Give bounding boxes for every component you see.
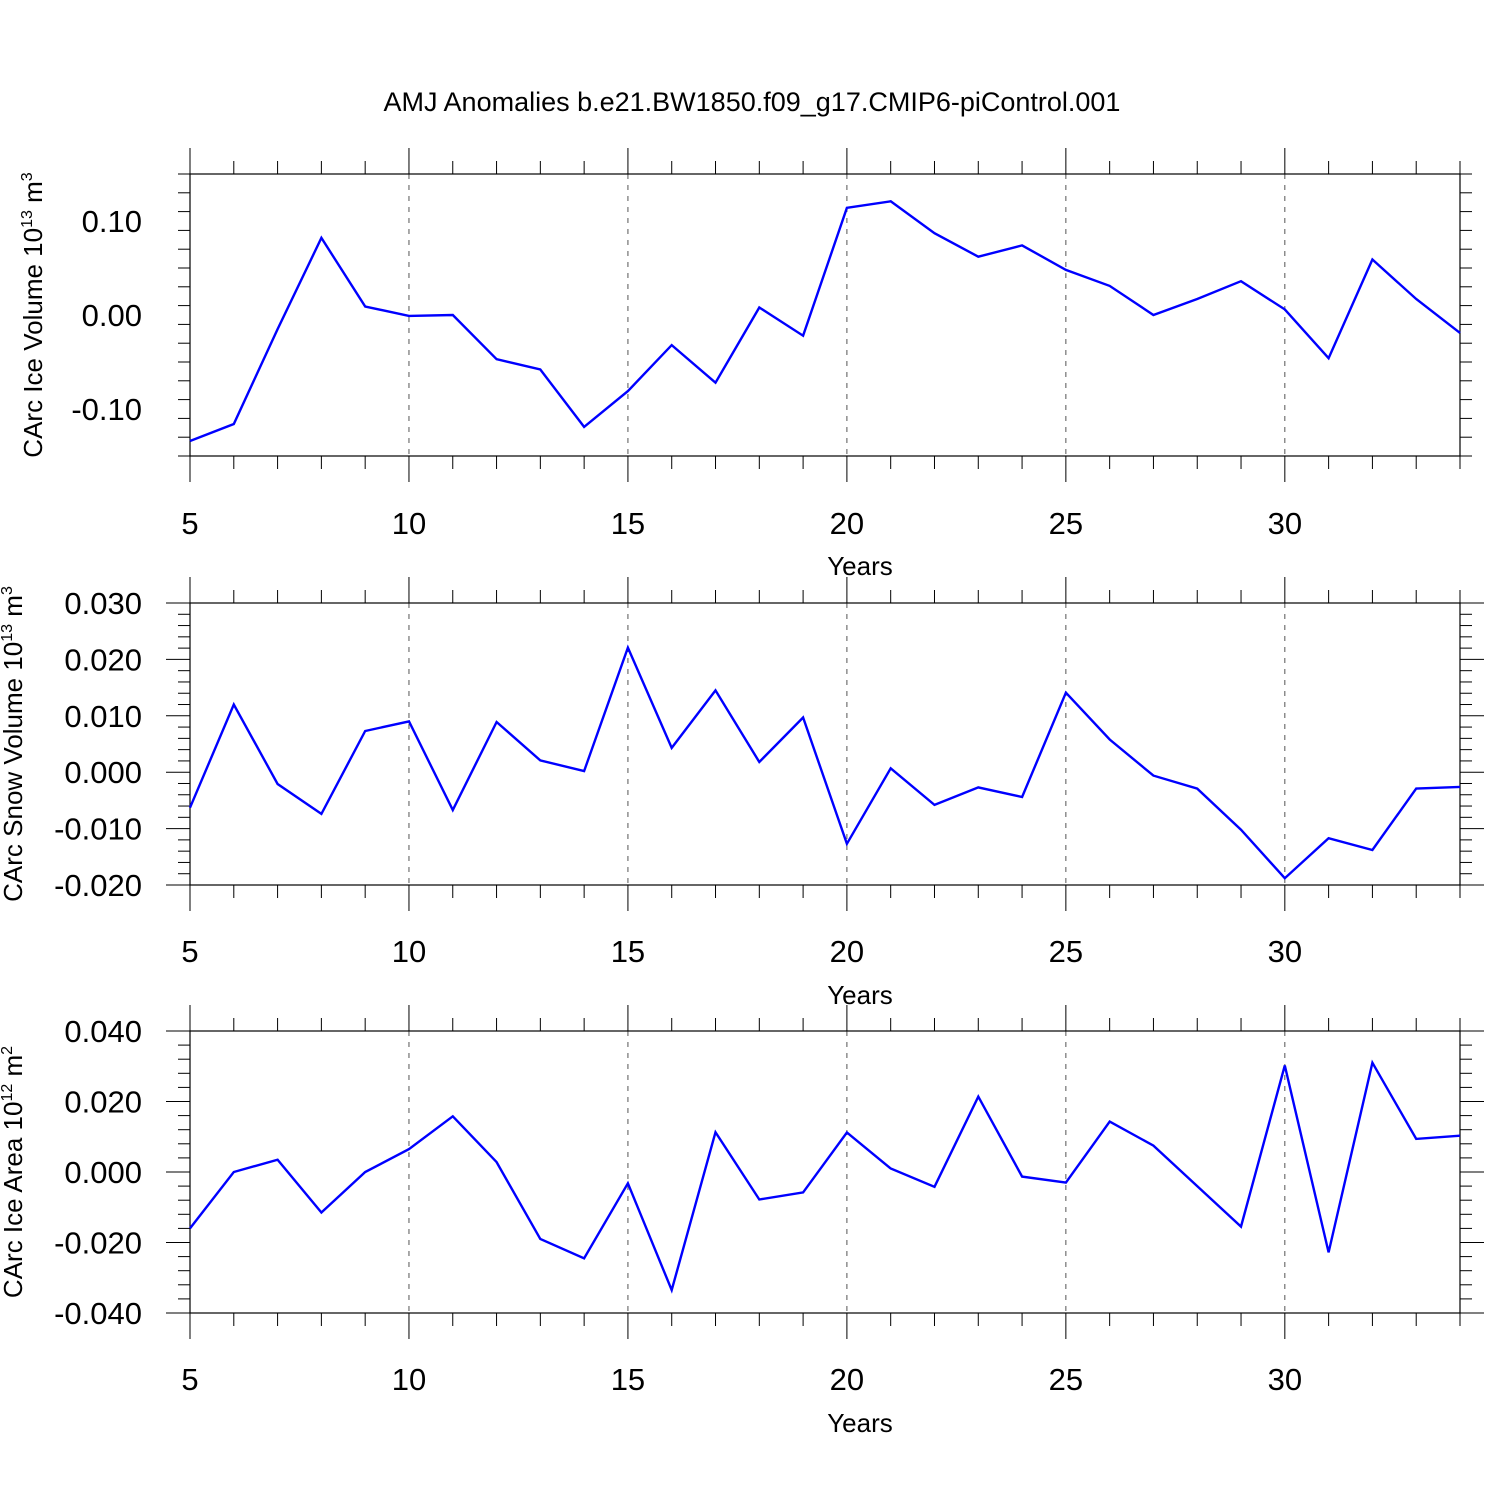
x-tick-label: 15 [611,506,645,541]
x-tick-label: 20 [830,934,864,969]
plot-frame [189,602,1461,886]
y-axis-label-unit-exponent: 2 [0,1046,16,1055]
y-axis-label-text: CArc Snow Volume 10 [0,642,28,902]
y-tick-label: 0.040 [64,1014,142,1049]
y-axis-label-exponent: 12 [0,1084,16,1102]
x-tick-label: 25 [1049,506,1083,541]
x-tick-label: 5 [181,506,198,541]
y-tick-label: -0.020 [54,1226,142,1261]
y-tick-label: 0.020 [64,642,142,677]
panel-3: -0.040 -0.020 0.000 0.020 0.040 5 10 15 20 25 30 Ye… [0,1005,1484,1438]
x-tick-label: 25 [1049,934,1083,969]
x-tick-label: 10 [392,506,426,541]
x-tick-label: 15 [611,1362,645,1397]
y-axis-label: CArc Ice Area 1012 m2 [0,1046,28,1298]
y-axis-label-exponent: 13 [0,624,16,642]
y-tick-label: 0.00 [82,298,142,333]
x-tick-label: 25 [1049,1362,1083,1397]
x-tick-label: 20 [830,1362,864,1397]
y-axis-label-unit: m [0,595,28,624]
y-axis-label: CArc Ice Volume 1013 m3 [18,172,48,457]
y-tick-label: 0.010 [64,699,142,734]
x-axis-label: Years [827,1408,893,1438]
y-axis-label-unit: m [18,181,48,210]
x-tick-label: 5 [181,934,198,969]
series-line [188,644,1461,880]
x-tick-label: 30 [1268,506,1302,541]
y-axis-label-exponent: 13 [19,210,36,228]
x-tick-label: 30 [1268,934,1302,969]
x-tick-label: 20 [830,506,864,541]
series-line [189,200,1461,443]
plot-frame [189,173,1461,457]
x-tick-label: 15 [611,934,645,969]
y-tick-label: -0.010 [54,812,142,847]
y-axis-label-unit-exponent: 3 [0,586,16,595]
y-axis-label-text: CArc Ice Area 10 [0,1102,28,1299]
series-line [189,1059,1461,1294]
panel-1: -0.10 0.00 0.10 5 10 15 20 25 30 Years CArc Ice Vo… [18,148,1472,581]
y-tick-label: 0.000 [64,755,142,790]
y-axis-label-unit-exponent: 3 [19,172,36,181]
panel-2: -0.020 -0.010 0.000 0.010 0.020 0.030 5 10 15 20 2… [0,577,1484,1010]
x-tick-label: 30 [1268,1362,1302,1397]
y-axis-label-text: CArc Ice Volume 10 [18,228,48,458]
y-axis-label-unit: m [0,1055,28,1084]
y-tick-label: -0.020 [54,868,142,903]
x-axis-label: Years [827,980,893,1010]
x-tick-label: 10 [392,934,426,969]
y-axis-label: CArc Snow Volume 1013 m3 [0,586,28,902]
y-tick-label: 0.10 [82,204,142,239]
x-tick-label: 5 [181,1362,198,1397]
y-tick-label: -0.040 [54,1296,142,1331]
y-tick-label: -0.10 [71,392,142,427]
y-tick-label: 0.020 [64,1085,142,1120]
x-axis-label: Years [827,551,893,581]
chart-title: AMJ Anomalies b.e21.BW1850.f09_g17.CMIP6… [384,87,1121,117]
x-tick-label: 10 [392,1362,426,1397]
plot-frame [189,1030,1461,1314]
y-tick-label: 0.030 [64,586,142,621]
y-tick-label: 0.000 [64,1155,142,1190]
